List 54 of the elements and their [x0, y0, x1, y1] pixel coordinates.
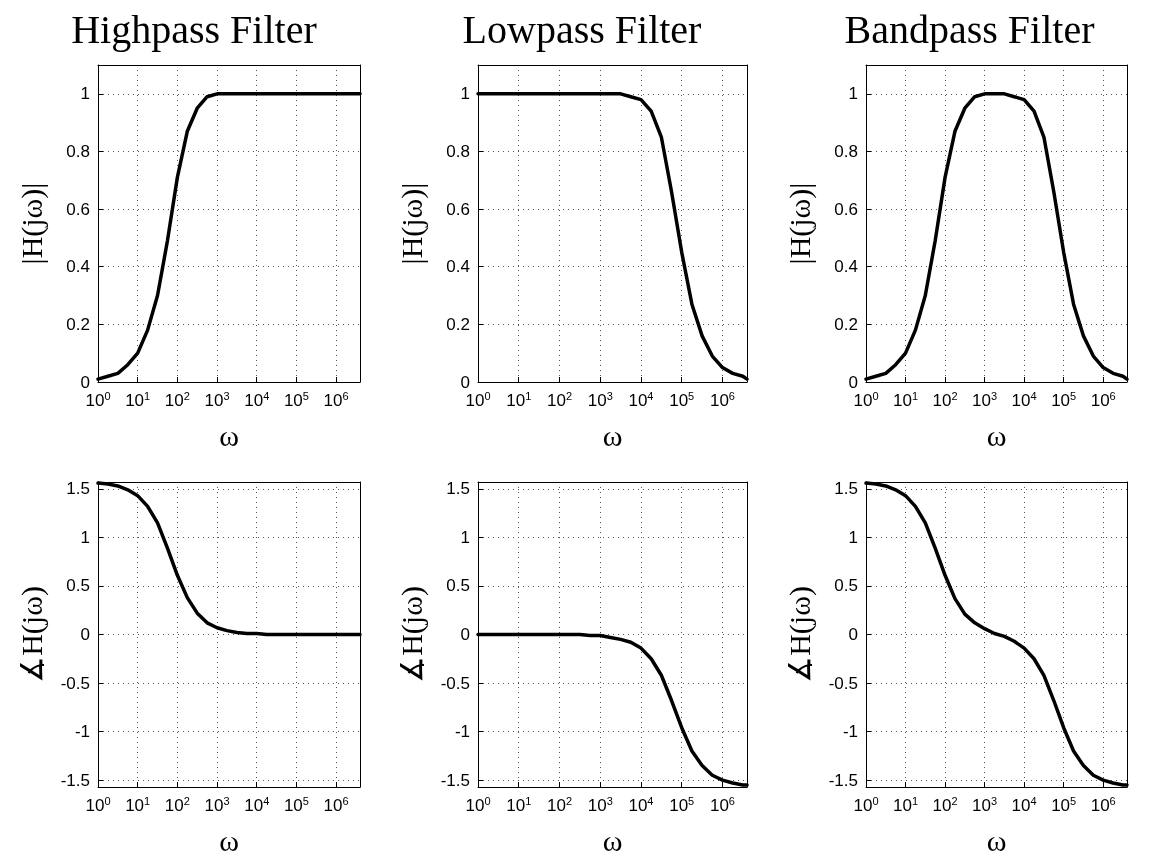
- x-axis-title: ω: [986, 418, 1007, 452]
- y-tick-label: 0: [460, 625, 470, 644]
- y-axis-title: |H(jω)|: [14, 182, 49, 265]
- y-tick-label: -1.5: [440, 770, 470, 790]
- y-axis-title: ∡H(jω): [14, 586, 49, 683]
- y-axis-title: ∡H(jω): [782, 586, 817, 683]
- y-tick-label: -1.5: [828, 770, 858, 790]
- y-tick-label: 1: [80, 84, 90, 104]
- y-tick-label: 0.8: [66, 141, 90, 161]
- y-tick-label: 0.4: [66, 257, 90, 277]
- y-axis-title: |H(jω)|: [782, 182, 817, 265]
- x-axis-title: ω: [986, 823, 1007, 857]
- y-tick-label: 1: [848, 527, 858, 547]
- y-tick-label: 1: [80, 527, 90, 547]
- x-axis-title: ω: [602, 418, 623, 452]
- y-tick-label: 1: [848, 84, 858, 104]
- y-tick-label: 0.6: [66, 199, 90, 219]
- y-axis-title: |H(jω)|: [394, 182, 429, 265]
- y-tick-label: -1: [74, 722, 90, 742]
- y-tick-label: 1.5: [66, 479, 90, 499]
- x-axis-title: ω: [602, 823, 623, 857]
- y-tick-label: 0.8: [446, 141, 470, 161]
- y-tick-label: 0.2: [834, 314, 858, 334]
- y-tick-label: -1: [842, 722, 858, 742]
- y-tick-label: -0.5: [60, 673, 90, 693]
- y-tick-label: 0.6: [834, 199, 858, 219]
- x-axis-title: ω: [219, 823, 239, 857]
- y-tick-label: 0.5: [834, 576, 858, 596]
- y-tick-label: 0.6: [446, 199, 470, 219]
- y-tick-label: 0.5: [66, 576, 90, 596]
- y-tick-label: 0: [80, 625, 90, 644]
- y-tick-label: 0: [80, 372, 90, 392]
- y-tick-label: 0: [848, 372, 858, 392]
- chart-title: Bandpass Filter: [844, 6, 1095, 52]
- y-tick-label: 0.2: [446, 314, 470, 334]
- y-tick-label: 0.5: [446, 576, 470, 596]
- y-tick-label: 0.4: [834, 257, 858, 277]
- y-axis-title: ∡H(jω): [394, 586, 429, 683]
- y-tick-label: 1: [460, 84, 470, 104]
- chart-title: Highpass Filter: [71, 6, 317, 52]
- y-tick-label: 0: [460, 372, 470, 392]
- y-tick-label: -1.5: [60, 770, 90, 790]
- y-tick-label: 0.4: [446, 257, 470, 277]
- y-tick-label: -0.5: [440, 673, 470, 693]
- y-tick-label: 1.5: [834, 479, 858, 499]
- x-axis-title: ω: [219, 418, 239, 452]
- y-tick-label: 0.8: [834, 141, 858, 161]
- y-tick-label: 0.2: [66, 314, 90, 334]
- y-tick-label: 0: [848, 625, 858, 644]
- y-tick-label: -0.5: [828, 673, 858, 693]
- y-tick-label: 1: [460, 527, 470, 547]
- y-tick-label: -1: [454, 722, 470, 742]
- chart-title: Lowpass Filter: [462, 6, 702, 52]
- y-tick-label: 1.5: [446, 479, 470, 499]
